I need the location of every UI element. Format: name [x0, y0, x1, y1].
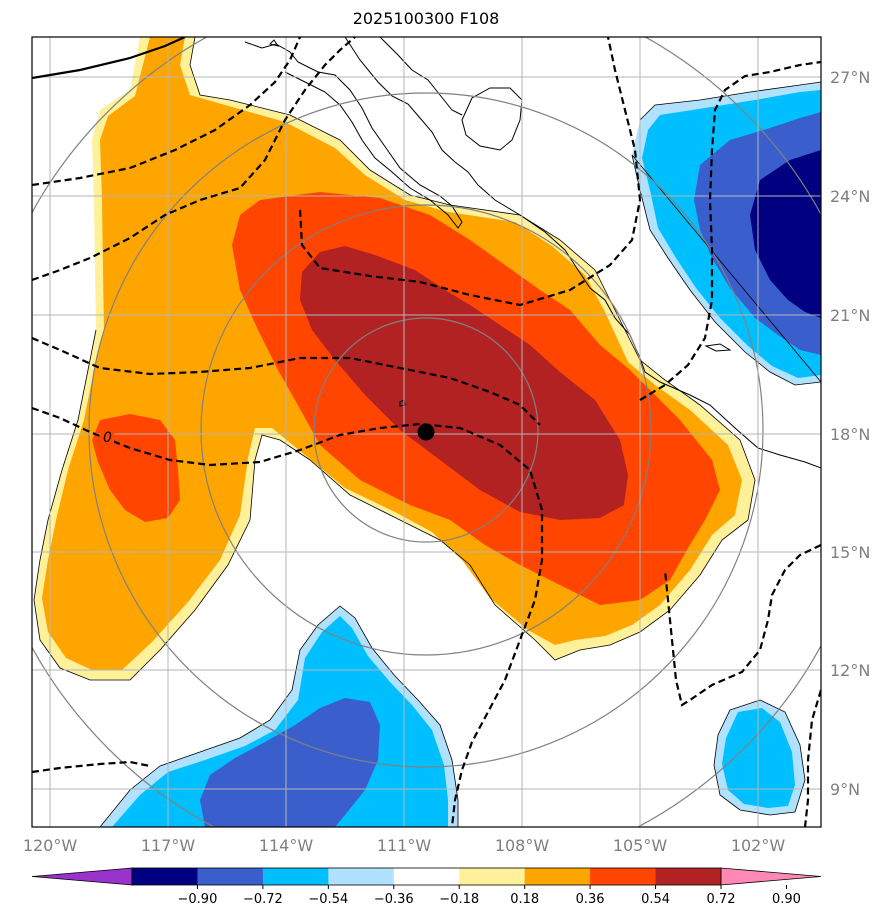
colorbar-tick-label: −0.54	[308, 892, 348, 907]
colorbar-tick-label: 0.90	[772, 892, 801, 907]
anomaly-navy-ne	[750, 150, 821, 318]
lat-label: 15°N	[830, 543, 870, 562]
latitude-labels: 27°N 24°N 21°N 18°N 15°N 12°N 9°N	[830, 68, 870, 799]
map-title: 2025100300 F108	[352, 9, 500, 28]
lon-label: 117°W	[141, 836, 196, 855]
colorbar-tick-label: 0.72	[707, 892, 736, 907]
colorbar-tick-label: −0.90	[178, 892, 218, 907]
lat-label: 18°N	[830, 425, 870, 444]
colorbar-swatch	[132, 868, 198, 885]
lon-label: 111°W	[377, 836, 432, 855]
colorbar-swatch	[655, 868, 722, 885]
contour-label-bg	[100, 428, 114, 446]
colorbar-swatch	[262, 868, 329, 885]
coastlines	[244, 37, 821, 469]
contour-label: 0	[103, 430, 112, 446]
colorbar-swatch	[197, 868, 264, 885]
colorbar-swatch	[393, 868, 460, 885]
solid-contour	[32, 37, 186, 80]
lat-label: 12°N	[830, 661, 870, 680]
lat-label: 27°N	[830, 68, 870, 87]
lon-label: 108°W	[495, 836, 550, 855]
colorbar-border	[131, 867, 722, 886]
storm-center-marker	[417, 423, 435, 441]
colorbar-tick-label: 0.18	[510, 892, 539, 907]
lon-label: 114°W	[259, 836, 314, 855]
anomaly-blue-s	[200, 698, 380, 827]
colorbar-tick-label: −0.18	[439, 892, 479, 907]
colorbar-swatch	[590, 868, 657, 885]
longitude-labels: 120°W 117°W 114°W 111°W 108°W 105°W 102°…	[23, 836, 786, 855]
lon-label: 105°W	[613, 836, 668, 855]
colorbar-tick-label: −0.36	[374, 892, 414, 907]
map-frame	[31, 36, 822, 828]
colorbar-swatch	[524, 868, 591, 885]
colorbar-tick-label: 0.54	[641, 892, 670, 907]
colorbar: −0.90 −0.72 −0.54 −0.36 −0.18 0.18 0.36 0.54 0.7…	[31, 867, 822, 907]
colorbar-tick-label: −0.72	[243, 892, 283, 907]
dashed-contours	[32, 37, 821, 827]
lat-label: 9°N	[830, 780, 860, 799]
map-panel: 0	[32, 37, 821, 827]
lon-label: 102°W	[731, 836, 786, 855]
lon-label: 120°W	[23, 836, 78, 855]
lat-label: 24°N	[830, 187, 870, 206]
lat-label: 21°N	[830, 306, 870, 325]
colorbar-swatch	[459, 868, 526, 885]
colorbar-extend-max	[720, 867, 822, 886]
range-rings	[32, 37, 821, 827]
colorbar-extend-min	[31, 867, 133, 886]
colorbar-swatch	[328, 868, 395, 885]
colorbar-tick-label: 0.36	[576, 892, 605, 907]
